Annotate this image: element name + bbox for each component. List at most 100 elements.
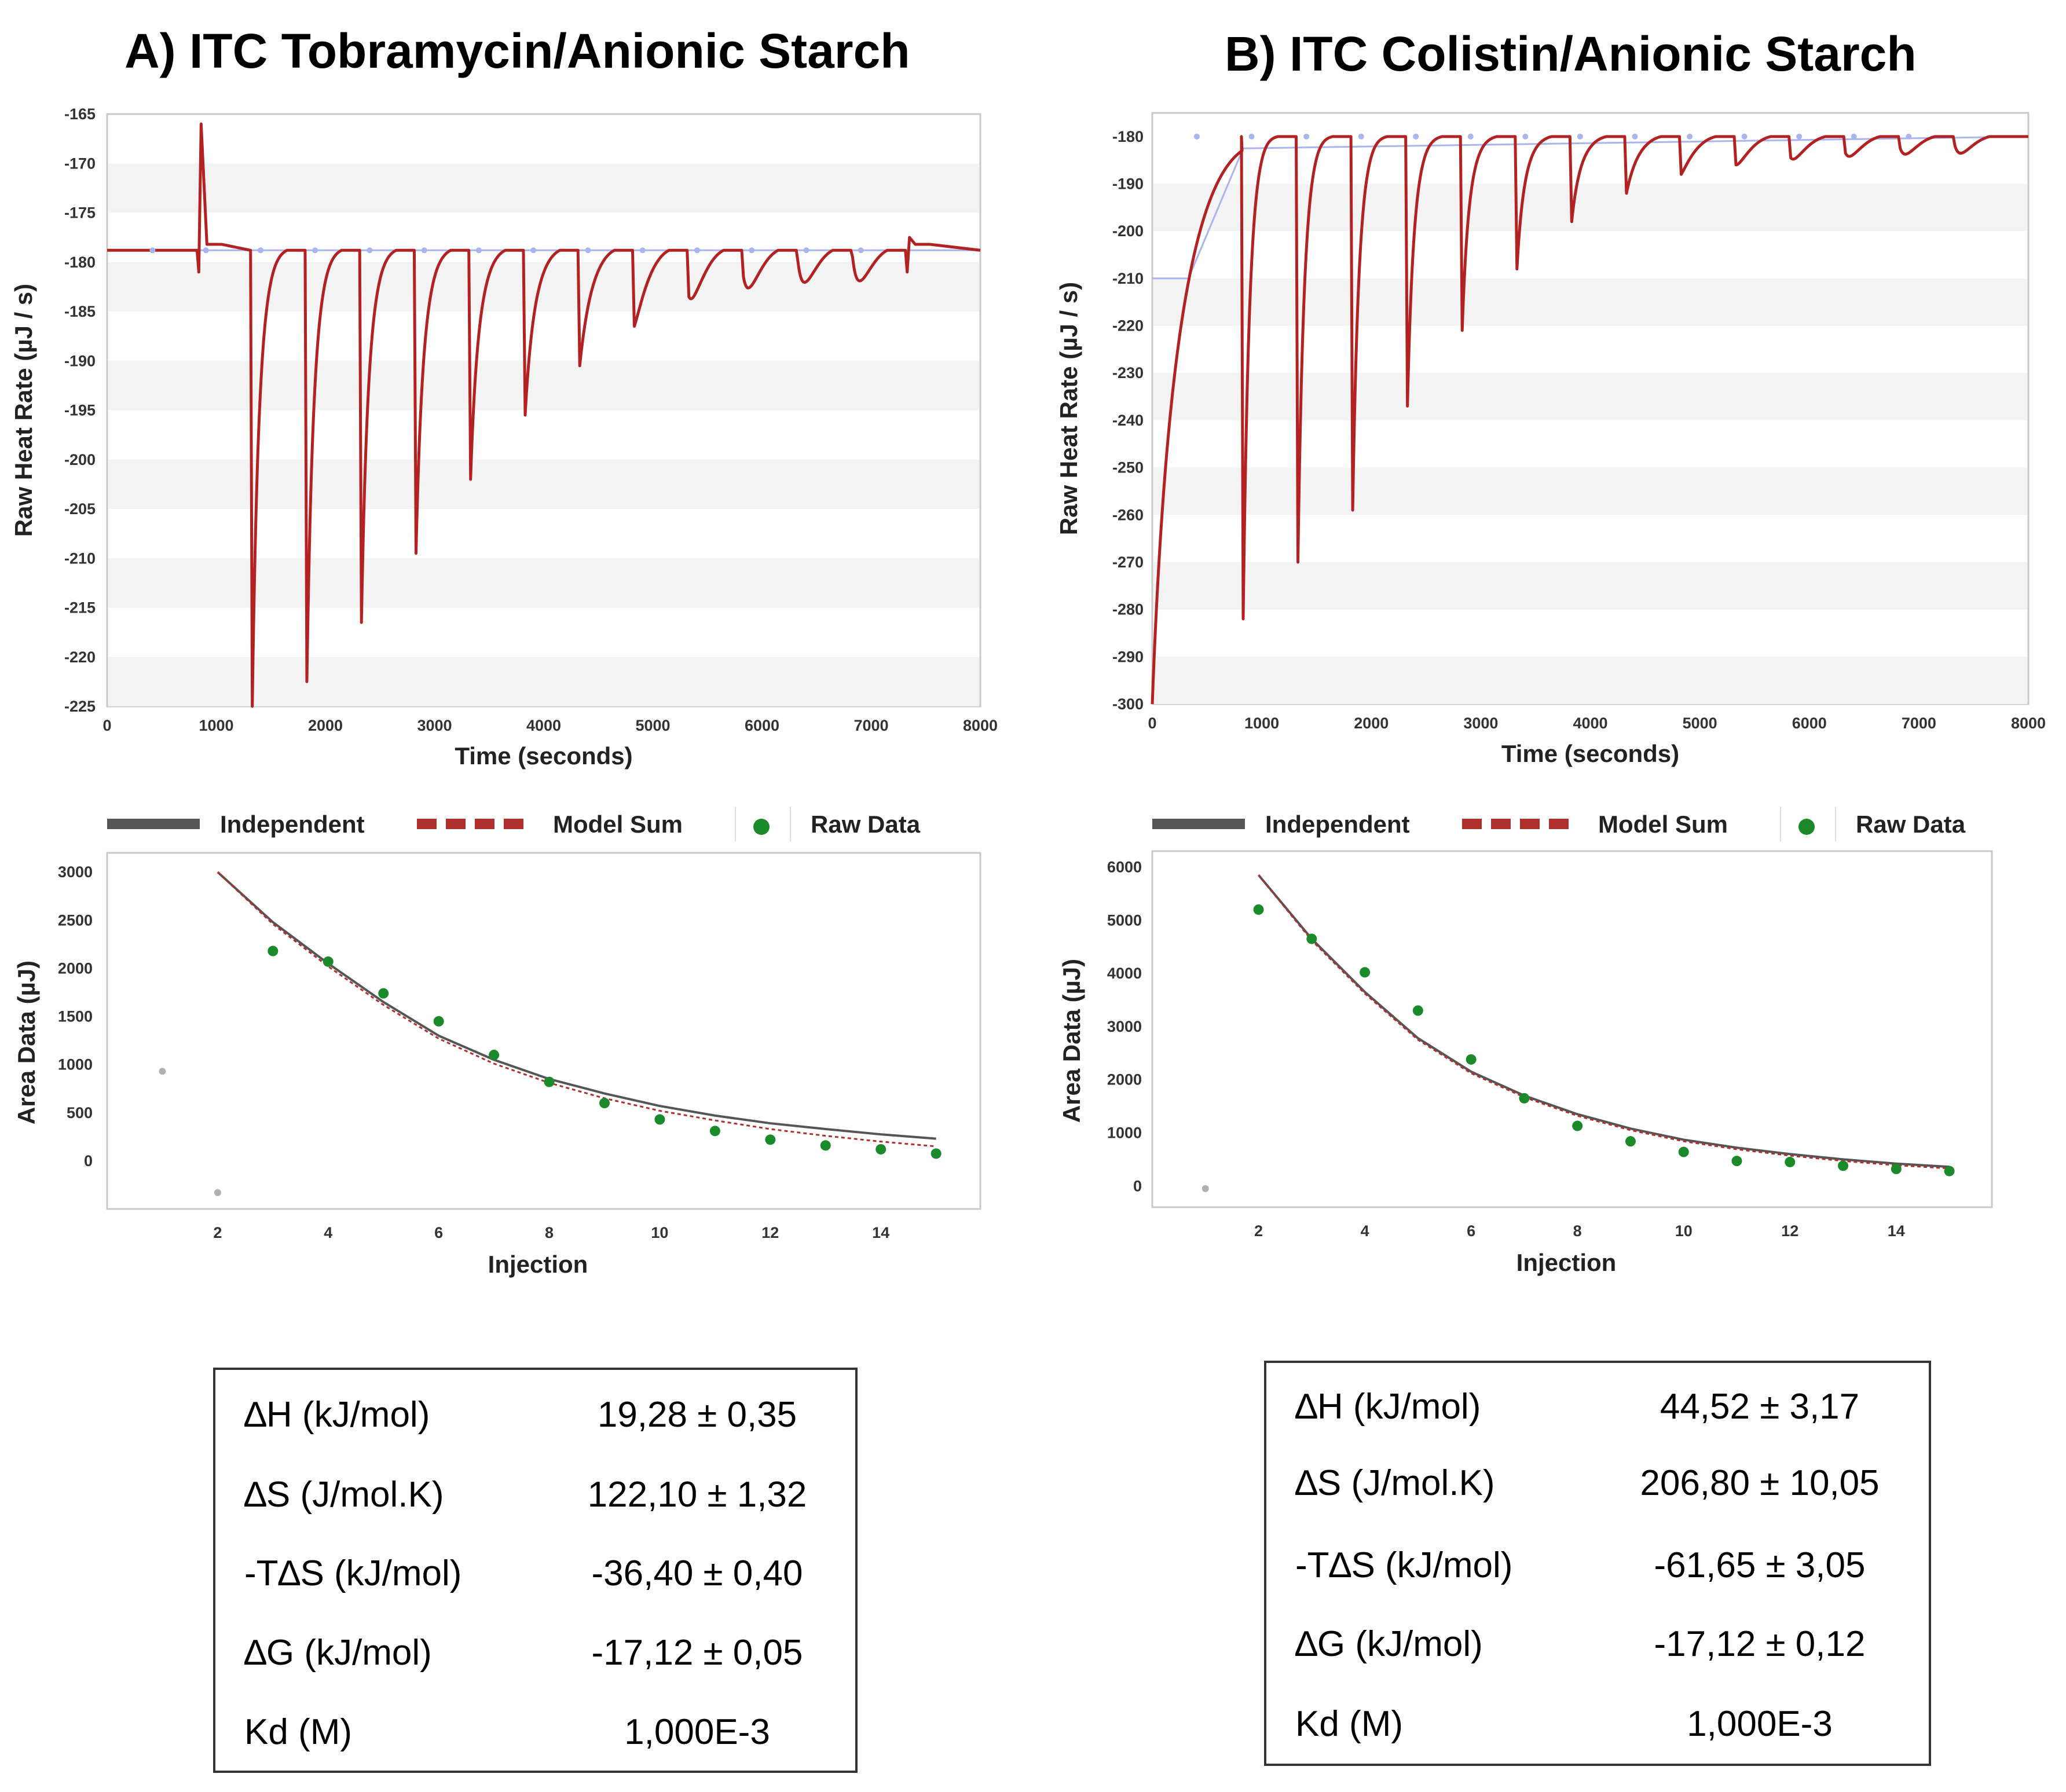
raw-data-point	[599, 1098, 610, 1109]
x-axis-label: Injection	[1516, 1249, 1617, 1276]
legend-independent-swatch	[1152, 819, 1245, 829]
x-tick-label: 5000	[635, 717, 670, 734]
thermo-table-a: ∆H (kJ/mol) 19,28 ± 0,35 ∆S (J/mol.K) 12…	[213, 1368, 858, 1773]
raw-data-point	[1253, 904, 1264, 915]
y-tick-label: -170	[64, 155, 96, 172]
x-tick-label: 8	[545, 1224, 554, 1241]
raw-heat-trace	[1151, 135, 2028, 705]
x-tick-label: 4	[324, 1224, 332, 1241]
y-tick-label: -175	[64, 204, 96, 222]
baseline-marker	[367, 247, 373, 254]
y-tick-label: 0	[1133, 1177, 1142, 1194]
baseline-marker	[803, 247, 809, 254]
thermo-row-tds: -T∆S (kJ/mol) -36,40 ± 0,40	[215, 1553, 855, 1632]
thermo-row-dh: ∆H (kJ/mol) 44,52 ± 3,17	[1266, 1386, 1929, 1465]
thermo-label: Kd (M)	[244, 1712, 352, 1752]
baseline-marker	[1577, 133, 1583, 140]
baseline-marker	[475, 247, 482, 254]
thermo-value: -36,40 ± 0,40	[591, 1553, 803, 1593]
grid-band	[1153, 562, 2027, 610]
baseline-marker	[149, 247, 156, 254]
grid-band	[1153, 184, 2027, 232]
y-tick-label: 1500	[58, 1008, 93, 1025]
y-tick-label: 4000	[1107, 965, 1142, 982]
grid-band	[1153, 657, 2027, 704]
legend-model-sum-label: Model Sum	[553, 811, 683, 838]
x-tick-label: 8000	[2011, 714, 2046, 732]
raw-data-point	[1519, 1093, 1530, 1104]
legend-model-sum-swatch	[475, 819, 494, 829]
thermo-value: 1,000E-3	[1687, 1704, 1833, 1744]
y-tick-label: -180	[64, 254, 96, 271]
y-axis-label: Area Data (µJ)	[13, 961, 40, 1124]
grid-band	[1153, 373, 2027, 420]
y-tick-label: -190	[1112, 175, 1144, 193]
raw-data-point	[1572, 1120, 1583, 1131]
baseline-marker	[1358, 133, 1364, 140]
x-tick-label: 10	[651, 1224, 668, 1241]
raw-data-point	[765, 1134, 776, 1145]
raw-data-point	[1785, 1156, 1796, 1167]
baseline-marker	[694, 247, 700, 254]
y-tick-label: -230	[1112, 364, 1144, 382]
thermo-row-kd: Kd (M) 1,000E-3	[215, 1712, 855, 1790]
x-axis-label: Injection	[488, 1251, 588, 1278]
independent-fit-line	[217, 871, 936, 1140]
y-tick-label: -300	[1112, 695, 1144, 713]
grid-band	[1153, 467, 2027, 515]
raw-data-point	[1466, 1054, 1477, 1065]
y-tick-label: 3000	[1107, 1018, 1142, 1035]
raw-data-point	[1412, 1005, 1423, 1016]
legend-model-sum-swatch	[1549, 819, 1569, 829]
baseline-marker	[749, 247, 755, 254]
thermo-value: -17,12 ± 0,12	[1654, 1624, 1866, 1664]
baseline-marker	[858, 247, 864, 254]
x-tick-label: 12	[761, 1224, 779, 1241]
y-tick-label: -215	[64, 599, 96, 617]
baseline-marker	[1796, 133, 1803, 140]
thermo-row-dg: ∆G (kJ/mol) -17,12 ± 0,05	[215, 1632, 855, 1711]
x-tick-label: 2000	[308, 717, 343, 734]
y-tick-label: -220	[64, 648, 96, 666]
thermo-label: ∆G (kJ/mol)	[244, 1633, 432, 1673]
y-tick-label: 0	[84, 1152, 93, 1170]
y-tick-label: 6000	[1107, 859, 1142, 876]
baseline-marker	[639, 247, 646, 254]
thermo-value: 122,10 ± 1,32	[587, 1475, 807, 1515]
thermo-row-dg: ∆G (kJ/mol) -17,12 ± 0,12	[1266, 1624, 1929, 1702]
y-tick-label: -240	[1112, 412, 1144, 429]
thermo-row-dh: ∆H (kJ/mol) 19,28 ± 0,35	[215, 1394, 855, 1473]
raw-data-point	[378, 988, 389, 999]
x-tick-label: 0	[1148, 714, 1156, 732]
baseline-marker	[1193, 133, 1200, 140]
baseline-marker	[1741, 133, 1748, 140]
thermo-label: ∆S (J/mol.K)	[244, 1475, 444, 1515]
x-tick-label: 10	[1675, 1222, 1693, 1240]
y-axis-label: Raw Heat Rate (µJ / s)	[10, 284, 37, 537]
legend-model-sum-swatch	[1462, 819, 1482, 829]
baseline-marker	[1851, 133, 1857, 140]
legend-model-sum-swatch	[446, 819, 466, 829]
y-tick-label: -200	[64, 451, 96, 468]
x-tick-label: 3000	[417, 717, 452, 734]
y-tick-label: -225	[64, 698, 96, 715]
y-tick-label: -165	[64, 105, 96, 123]
x-tick-label: 4	[1361, 1222, 1369, 1240]
baseline-marker	[530, 247, 537, 254]
y-tick-label: -195	[64, 402, 96, 419]
raw-data-point	[1360, 967, 1371, 978]
x-axis-label: Time (seconds)	[455, 742, 632, 769]
y-tick-label: 1000	[58, 1056, 93, 1073]
legend-model-sum-label: Model Sum	[1598, 811, 1728, 838]
grid-band	[108, 558, 979, 608]
y-tick-label: 2000	[1107, 1071, 1142, 1089]
baseline-marker	[257, 247, 263, 254]
x-tick-label: 6000	[745, 717, 779, 734]
thermo-label: ∆S (J/mol.K)	[1295, 1463, 1495, 1503]
baseline-marker	[1413, 133, 1419, 140]
baseline-marker	[421, 247, 427, 254]
x-tick-label: 4000	[526, 717, 561, 734]
excluded-data-point	[159, 1068, 166, 1075]
grid-band	[108, 657, 979, 706]
model-sum-line	[217, 871, 936, 1148]
